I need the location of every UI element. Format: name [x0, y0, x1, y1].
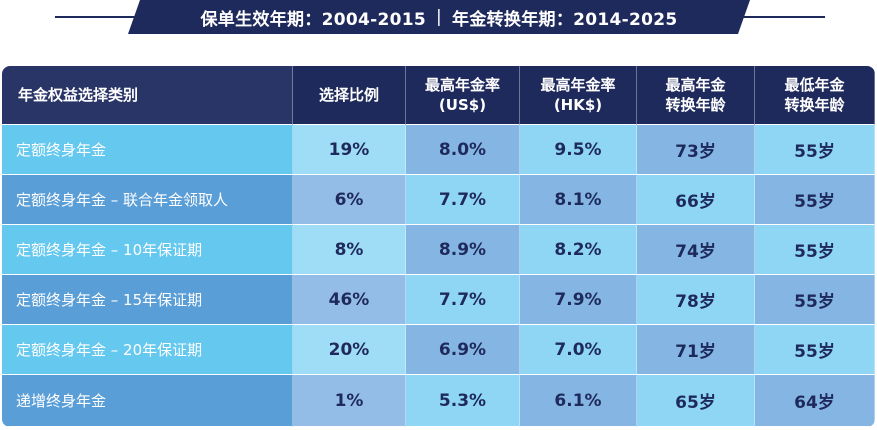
- row-max-rate-hkd: 8.2%: [520, 225, 637, 275]
- row-max-rate-usd: 8.0%: [406, 125, 520, 175]
- header-max-age-line1: 最高年金: [665, 75, 726, 94]
- row-ratio: 6%: [293, 175, 406, 225]
- row-max-rate-usd: 8.9%: [406, 225, 520, 275]
- row-min-age: 55岁: [755, 175, 875, 225]
- header-category-label: 年金权益选择类别: [18, 85, 139, 104]
- header-category: 年金权益选择类别: [2, 66, 293, 125]
- row-max-rate-usd: 7.7%: [406, 275, 520, 325]
- row-max-rate-hkd: 7.9%: [520, 275, 637, 325]
- header-min-age-line1: 最低年金: [784, 75, 845, 94]
- period-banner: 保单生效年期：2004-2015 | 年金转换年期：2014-2025: [128, 0, 750, 34]
- header-max-age: 最高年金 转换年龄: [637, 66, 755, 125]
- row-ratio: 46%: [293, 275, 406, 325]
- row-category: 定额终身年金 – 15年保证期: [2, 275, 293, 325]
- row-ratio: 8%: [293, 225, 406, 275]
- header-ratio-label: 选择比例: [318, 85, 379, 104]
- row-max-age: 73岁: [637, 125, 755, 175]
- row-max-age: 74岁: [637, 225, 755, 275]
- row-ratio: 1%: [293, 375, 406, 427]
- row-ratio: 20%: [293, 325, 406, 375]
- header-max-rate-usd-line2: (US$): [438, 96, 487, 114]
- row-max-rate-hkd: 9.5%: [520, 125, 637, 175]
- header-min-age: 最低年金 转换年龄: [755, 66, 875, 125]
- row-min-age: 55岁: [755, 125, 875, 175]
- row-ratio: 19%: [293, 125, 406, 175]
- header-min-age-line2: 转换年龄: [784, 96, 845, 114]
- row-category: 递增终身年金: [2, 375, 293, 427]
- row-category: 定额终身年金 – 10年保证期: [2, 225, 293, 275]
- banner-line-left: [55, 16, 140, 18]
- annuity-table: 年金权益选择类别 选择比例 最高年金率 (US$) 最高年金率 (HK$) 最高…: [2, 66, 875, 427]
- row-max-rate-usd: 6.9%: [406, 325, 520, 375]
- header-max-age-line2: 转换年龄: [665, 96, 726, 114]
- header-max-rate-usd-line1: 最高年金率: [424, 75, 500, 94]
- row-max-rate-hkd: 6.1%: [520, 375, 637, 427]
- row-max-age: 71岁: [637, 325, 755, 375]
- header-max-rate-usd: 最高年金率 (US$): [406, 66, 520, 125]
- header-ratio: 选择比例: [293, 66, 406, 125]
- row-max-age: 65岁: [637, 375, 755, 427]
- row-category: 定额终身年金 – 联合年金领取人: [2, 175, 293, 225]
- row-max-rate-usd: 5.3%: [406, 375, 520, 427]
- row-min-age: 55岁: [755, 275, 875, 325]
- row-category: 定额终身年金: [2, 125, 293, 175]
- row-min-age: 64岁: [755, 375, 875, 427]
- banner-line-right: [740, 16, 825, 18]
- header-max-rate-hkd-line2: (HK$): [553, 96, 603, 114]
- header-max-rate-hkd: 最高年金率 (HK$): [520, 66, 637, 125]
- row-category: 定额终身年金 – 20年保证期: [2, 325, 293, 375]
- policy-period-text: 保单生效年期：2004-2015: [200, 9, 426, 30]
- conversion-period-text: 年金转换年期：2014-2025: [452, 9, 678, 30]
- row-max-rate-hkd: 7.0%: [520, 325, 637, 375]
- row-min-age: 55岁: [755, 325, 875, 375]
- row-max-age: 66岁: [637, 175, 755, 225]
- row-max-age: 78岁: [637, 275, 755, 325]
- row-min-age: 55岁: [755, 225, 875, 275]
- banner-separator: |: [435, 7, 443, 27]
- row-max-rate-usd: 7.7%: [406, 175, 520, 225]
- header-max-rate-hkd-line1: 最高年金率: [540, 75, 616, 94]
- row-max-rate-hkd: 8.1%: [520, 175, 637, 225]
